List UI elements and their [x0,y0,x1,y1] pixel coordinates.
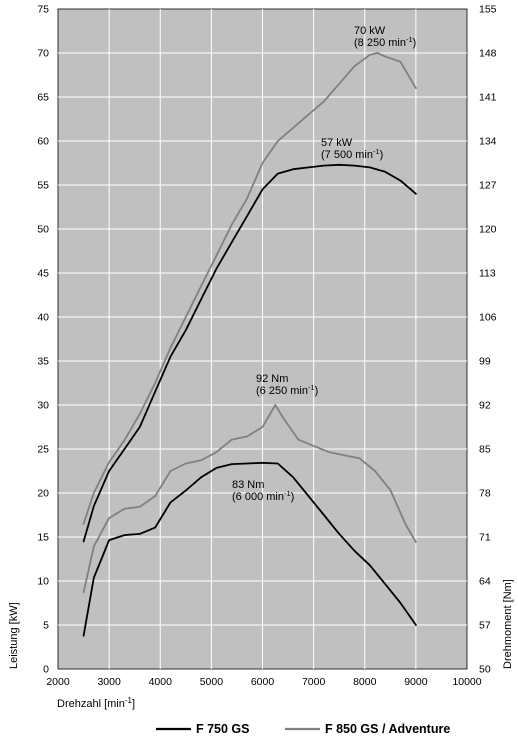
x-tick-label: 4000 [149,676,173,688]
y-left-tick-label: 10 [37,576,49,588]
y-right-tick-label: 78 [479,488,491,500]
x-tick-label: 3000 [97,676,121,688]
y-axis-right-label: Drehmoment [Nm] [502,579,514,669]
annotation-peak-rpm: (7 500 min-1) [321,147,383,161]
annotation-peak-value: 92 Nm [256,373,288,385]
f750-torque-line [82,461,417,637]
y-left-tick-label: 40 [37,312,49,324]
y-right-tick-label: 141 [479,92,497,104]
annotation-peak-value: 83 Nm [232,479,264,491]
legend-label-f750: F 750 GS [196,722,250,736]
y-right-tick-label: 85 [479,444,491,456]
y-left-tick-label: 55 [37,180,49,192]
y-right-tick-label: 106 [479,312,497,324]
x-tick-label: 7000 [302,676,326,688]
x-tick-label: 2000 [46,676,70,688]
grid-lines [58,9,467,669]
legend-label-f850: F 850 GS / Adventure [325,722,450,736]
y-left-tick-label: 5 [43,620,49,632]
annotation-peak-rpm: (8 250 min-1) [354,35,416,49]
y-right-tick-label: 127 [479,180,497,192]
y-right-tick-label: 50 [479,664,491,676]
y-left-tick-label: 30 [37,400,49,412]
y-left-tick-label: 35 [37,356,49,368]
f850-power-line [82,52,417,525]
y-right-tick-label: 113 [479,268,496,280]
series-layer [82,52,417,637]
y-left-tick-label: 65 [37,92,49,104]
y-axis-left-label: Leistung [kW] [8,602,20,669]
y-right-tick-label: 64 [479,576,491,588]
annotation-peak-value: 57 kW [321,137,353,149]
y-left-tick-label: 75 [37,4,49,16]
x-tick-label: 5000 [200,676,224,688]
y-right-tick-label: 155 [479,4,497,16]
y-right-tick-label: 99 [479,356,491,368]
annotation-peak-value: 70 kW [354,25,386,37]
x-tick-label: 10000 [452,676,481,688]
x-tick-label: 9000 [404,676,428,688]
y-left-tick-label: 0 [43,664,49,676]
y-left-tick-label: 70 [37,48,49,60]
y-right-tick-label: 57 [479,620,491,632]
x-tick-label: 6000 [251,676,275,688]
y-right-tick-label: 71 [479,532,491,544]
f750-power-line [82,163,417,543]
y-right-tick-label: 148 [479,48,497,60]
y-left-tick-label: 15 [37,532,49,544]
annotations: 70 kW(8 250 min-1) 57 kW(7 500 min-1) 92 N… [232,25,416,503]
annotation-peak-rpm: (6 000 min-1) [232,489,294,503]
x-tick-label: 8000 [353,676,377,688]
y-right-tick-label: 120 [479,224,497,236]
f850-torque-line [82,404,417,594]
annotation-peak-rpm: (6 250 min-1) [256,383,318,397]
legend: F 750 GS F 850 GS / Adventure [156,722,450,736]
y-left-tick-label: 60 [37,136,49,148]
y-right-tick-label: 92 [479,400,491,412]
y-left-tick-label: 45 [37,268,49,280]
y-left-tick-label: 20 [37,488,49,500]
axis-ticks: 2000 3000 4000 5000 6000 7000 8000 9000 10000 0 5 1… [37,4,496,689]
y-left-tick-label: 25 [37,444,49,456]
y-right-tick-label: 134 [479,136,497,148]
x-axis-label: Drehzahl [min-1] [57,696,135,710]
y-left-tick-label: 50 [37,224,49,236]
